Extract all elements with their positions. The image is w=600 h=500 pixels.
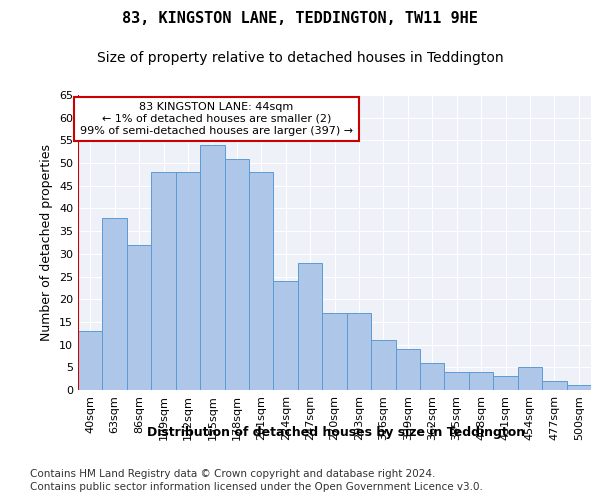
- Bar: [322, 313, 347, 390]
- Bar: [518, 368, 542, 390]
- Text: 83, KINGSTON LANE, TEDDINGTON, TW11 9HE: 83, KINGSTON LANE, TEDDINGTON, TW11 9HE: [122, 11, 478, 26]
- Bar: [566, 386, 591, 390]
- Text: Distribution of detached houses by size in Teddington: Distribution of detached houses by size …: [147, 426, 525, 439]
- Bar: [298, 263, 322, 390]
- Text: Contains public sector information licensed under the Open Government Licence v3: Contains public sector information licen…: [30, 482, 483, 492]
- Bar: [176, 172, 200, 390]
- Bar: [542, 381, 566, 390]
- Bar: [224, 158, 249, 390]
- Y-axis label: Number of detached properties: Number of detached properties: [40, 144, 53, 341]
- Bar: [274, 281, 298, 390]
- Bar: [78, 331, 103, 390]
- Bar: [127, 245, 151, 390]
- Bar: [200, 145, 224, 390]
- Bar: [445, 372, 469, 390]
- Bar: [420, 363, 445, 390]
- Bar: [469, 372, 493, 390]
- Bar: [249, 172, 274, 390]
- Bar: [151, 172, 176, 390]
- Bar: [493, 376, 518, 390]
- Bar: [395, 349, 420, 390]
- Bar: [103, 218, 127, 390]
- Bar: [347, 313, 371, 390]
- Text: Size of property relative to detached houses in Teddington: Size of property relative to detached ho…: [97, 51, 503, 65]
- Text: Contains HM Land Registry data © Crown copyright and database right 2024.: Contains HM Land Registry data © Crown c…: [30, 469, 436, 479]
- Bar: [371, 340, 395, 390]
- Text: 83 KINGSTON LANE: 44sqm
← 1% of detached houses are smaller (2)
99% of semi-deta: 83 KINGSTON LANE: 44sqm ← 1% of detached…: [80, 102, 353, 136]
